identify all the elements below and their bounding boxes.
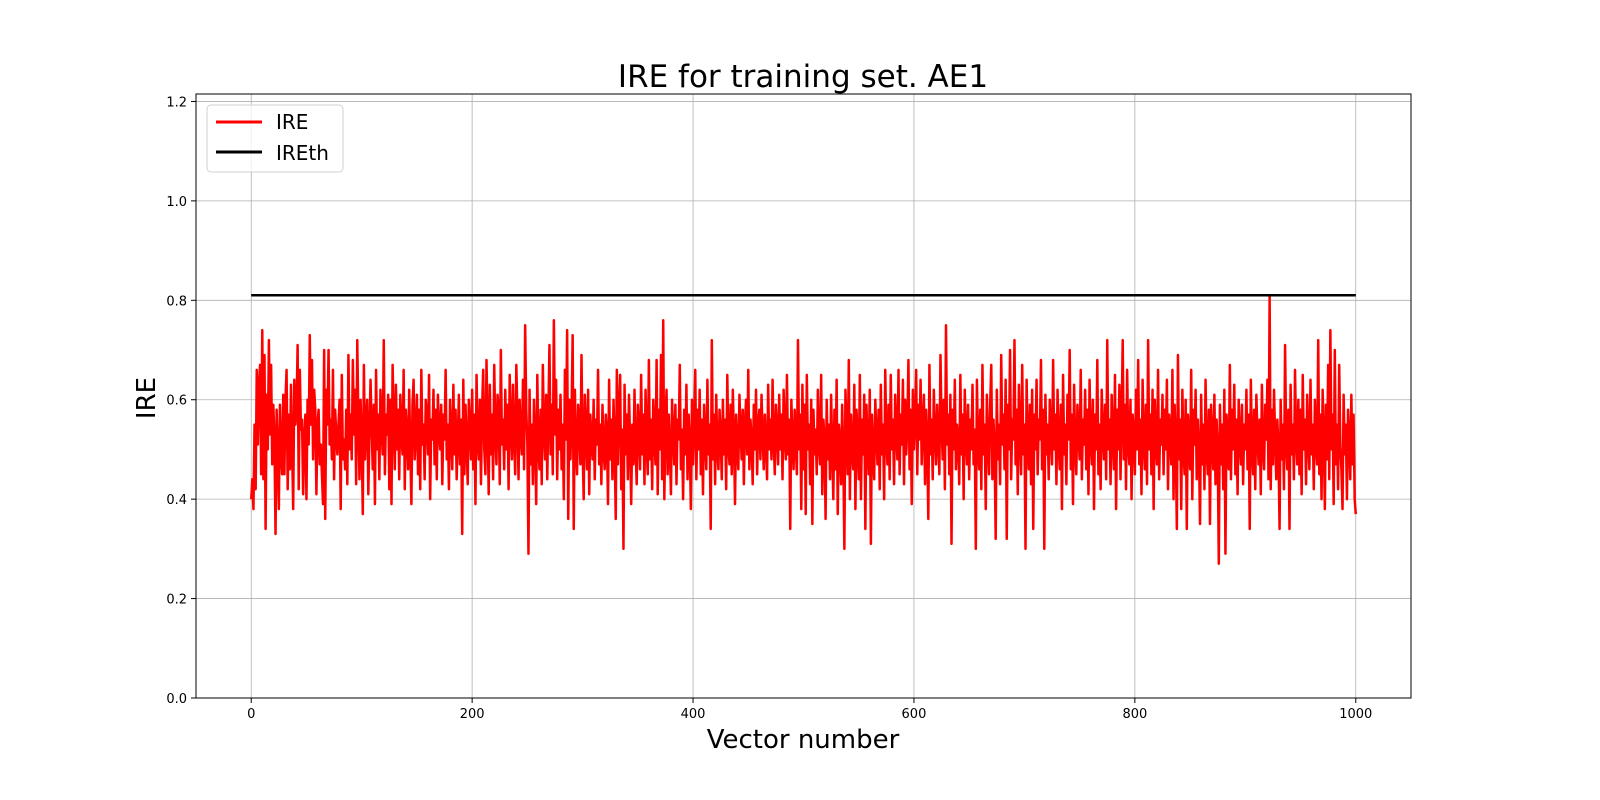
legend-label-ireth: IREth bbox=[276, 141, 329, 165]
y-tick-label: 0.6 bbox=[166, 394, 187, 409]
y-tick-label: 1.0 bbox=[166, 195, 187, 210]
series-layer bbox=[249, 294, 1358, 566]
y-tick-label: 0.8 bbox=[166, 294, 187, 309]
series-line-ire bbox=[249, 294, 1358, 566]
x-tick-label: 200 bbox=[460, 707, 485, 722]
y-tick-label: 1.2 bbox=[166, 95, 187, 110]
x-axis-label: Vector number bbox=[707, 725, 900, 755]
y-axis-label: IRE bbox=[132, 377, 162, 419]
plot-frame bbox=[195, 93, 1412, 699]
y-tick-label: 0.0 bbox=[166, 692, 187, 707]
legend-label-ire: IRE bbox=[276, 110, 308, 134]
legend: IRE IREth bbox=[206, 104, 344, 173]
axis-ticks: 0 200 400 600 800 1000 0.0 0.2 0.4 0.6 0.8 1.0 1.2 bbox=[166, 95, 1372, 722]
x-tick-label: 0 bbox=[247, 707, 255, 722]
chart-title: IRE for training set. AE1 bbox=[618, 59, 988, 95]
x-tick-label: 800 bbox=[1122, 707, 1147, 722]
x-tick-label: 600 bbox=[902, 707, 927, 722]
x-tick-label: 400 bbox=[681, 707, 706, 722]
y-tick-label: 0.2 bbox=[166, 593, 187, 608]
y-tick-label: 0.4 bbox=[166, 493, 187, 508]
x-tick-label: 1000 bbox=[1339, 707, 1372, 722]
